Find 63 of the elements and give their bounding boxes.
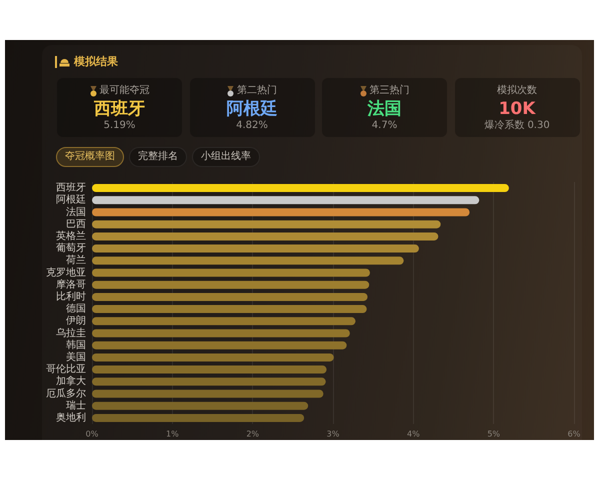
tab-button: 小组出线率 [192, 147, 260, 167]
y-tick-label: 摩洛哥 [56, 278, 86, 290]
bar [92, 220, 441, 228]
x-tick-label: 2% [246, 430, 260, 438]
bar [92, 366, 327, 374]
text: 爆冷系数 0.30 [483, 120, 551, 132]
text: 第三热门 [370, 85, 410, 96]
text: 5.19% [102, 120, 136, 132]
bar [92, 378, 326, 386]
text: 第二热门 [237, 85, 277, 96]
text: 最可能夺冠 [100, 85, 150, 96]
y-tick-label: 比利时 [56, 290, 86, 302]
y-tick-label: 美国 [66, 350, 86, 363]
y-tick-label: 德国 [66, 304, 86, 315]
bar [92, 329, 350, 338]
y-tick-label: 荷兰 [66, 254, 86, 266]
y-tick-label: 西班牙 [56, 182, 86, 194]
y-tick-label: 克罗地亚 [46, 266, 86, 278]
text: 法国 [366, 99, 402, 119]
bar [92, 390, 324, 398]
bar [92, 268, 370, 277]
y-tick-label: 英格兰 [56, 230, 86, 242]
y-tick-label: 韩国 [66, 338, 86, 351]
text: 4.7% [370, 120, 398, 132]
y-tick-label: 瑞士 [66, 399, 86, 412]
bar [92, 208, 470, 216]
y-tick-label: 巴西 [66, 218, 86, 230]
bar [92, 280, 370, 289]
bar [92, 317, 356, 326]
x-tick-label: 3% [326, 430, 340, 438]
y-tick-label: 奥地利 [56, 411, 86, 424]
y-tick-label: 哥伦比亚 [46, 363, 86, 376]
bar [92, 305, 367, 314]
bar [92, 414, 304, 422]
bar [92, 341, 347, 350]
text: 4.82% [235, 120, 269, 132]
y-tick-label: 阿根廷 [56, 194, 86, 206]
bar [92, 292, 368, 301]
y-tick-label: 葡萄牙 [56, 242, 86, 254]
tab-button: 夺冠概率图 [56, 147, 124, 167]
y-tick-label: 厄瓜多尔 [46, 387, 86, 400]
bar [92, 256, 404, 265]
x-tick-label: 1% [166, 430, 180, 438]
text: 模拟结果 [74, 54, 118, 70]
bar [92, 353, 334, 362]
y-tick-label: 加拿大 [56, 375, 86, 388]
text: 模拟次数 [497, 85, 537, 96]
text: 阿根廷 [226, 99, 278, 119]
bar [92, 196, 480, 204]
x-tick-label: 0% [86, 430, 99, 438]
bar [92, 244, 419, 253]
y-tick-label: 乌拉圭 [56, 326, 86, 339]
bar [92, 184, 509, 192]
bar [92, 232, 438, 240]
x-tick-label: 5% [487, 430, 500, 438]
bar [92, 402, 308, 410]
y-tick-label: 法国 [66, 206, 86, 218]
tab-button: 完整排名 [129, 147, 187, 167]
text: 10K [498, 99, 537, 119]
text: 西班牙 [93, 99, 146, 119]
x-tick-label: 6% [568, 430, 581, 438]
x-tick-label: 4% [406, 430, 420, 438]
y-tick-label: 伊朗 [66, 314, 86, 327]
